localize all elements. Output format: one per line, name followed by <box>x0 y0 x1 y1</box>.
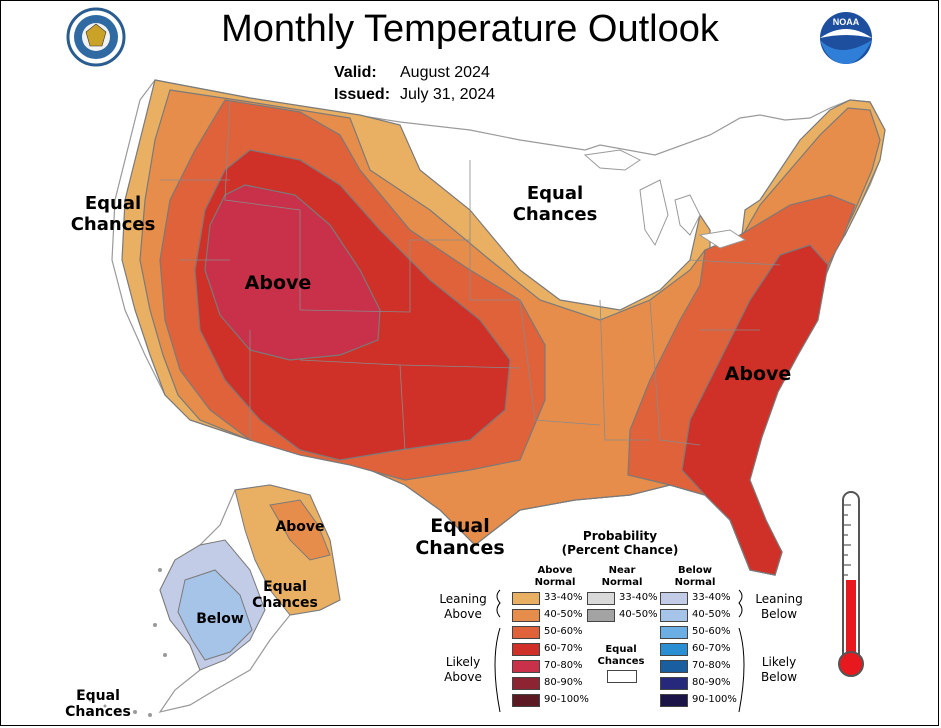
legend-above-swatch <box>512 643 540 656</box>
legend-equal-chances-label: Equal Chances <box>597 644 645 667</box>
legend-col-near: Near Normal <box>601 565 643 588</box>
legend-below-swatch <box>660 643 688 656</box>
legend-below-label: 40-50% <box>692 609 731 620</box>
page-title: Monthly Temperature Outlook <box>221 8 719 50</box>
issued-label: Issued: <box>334 86 391 103</box>
label-alaska-above: Above <box>275 519 325 535</box>
legend-below-swatch <box>660 660 688 673</box>
aleutian-islands <box>88 568 167 717</box>
legend-above-swatch <box>512 677 540 690</box>
legend-above-swatch <box>512 592 540 605</box>
legend-below-swatch <box>660 677 688 690</box>
great-lakes <box>583 149 747 249</box>
issued-line: Issued: July 31, 2024 <box>334 86 495 104</box>
legend-title: Probability (Percent Chance) <box>561 529 679 557</box>
label-north-equal-chances: Equal Chances <box>512 183 598 225</box>
legend-near-label: 40-50% <box>619 609 658 620</box>
legend-near-swatch <box>587 609 615 622</box>
valid-label: Valid: <box>334 64 377 81</box>
legend-col-above: Above Normal <box>534 565 576 588</box>
legend-above-swatch <box>512 609 540 622</box>
legend-below-label: 33-40% <box>692 592 731 603</box>
label-alaska-equal-chances: Equal Chances <box>252 579 318 612</box>
legend-likely-above: Likely Above <box>444 655 482 684</box>
label-west-above: Above <box>244 272 312 294</box>
legend-below-swatch <box>660 592 688 605</box>
legend-below-label: 70-80% <box>692 660 731 671</box>
label-gulf-equal-chances: Equal Chances <box>415 515 505 559</box>
legend-below-label: 90-100% <box>692 694 737 705</box>
noaa-logo-icon: NOAA <box>818 10 874 66</box>
legend-brackets <box>494 589 745 713</box>
legend-above-label: 33-40% <box>544 592 583 603</box>
valid-value: August 2024 <box>400 64 490 81</box>
legend-below-label: 60-70% <box>692 643 731 654</box>
west-70-80 <box>204 184 381 361</box>
legend-leaning-above: Leaning Above <box>439 592 487 621</box>
legend-above-label: 70-80% <box>544 660 583 671</box>
alaska-40-50 <box>269 499 331 561</box>
legend-above-swatch <box>512 660 540 673</box>
issued-value: July 31, 2024 <box>400 86 496 103</box>
alaska-below-40-50 <box>177 569 253 661</box>
svg-text:NOAA: NOAA <box>833 17 860 27</box>
legend-above-label: 50-60% <box>544 626 583 637</box>
alaska-33-40 <box>234 484 341 616</box>
east-60-70 <box>681 244 829 576</box>
legend-leaning-below: Leaning Below <box>755 592 803 621</box>
legend-above-swatch <box>512 694 540 707</box>
seal-icon <box>66 7 126 67</box>
label-west-equal-chances: Equal Chances <box>70 193 156 235</box>
state-lines <box>160 99 781 451</box>
legend-above-label: 60-70% <box>544 643 583 654</box>
legend-above-label: 90-100% <box>544 694 589 705</box>
legend-near-swatch <box>587 592 615 605</box>
legend-above-swatch <box>512 626 540 639</box>
label-alaska-below: Below <box>196 611 244 627</box>
label-alaska-sw-equal-chances: Equal Chances <box>65 688 131 721</box>
legend-below-swatch <box>660 609 688 622</box>
legend-above-label: 40-50% <box>544 609 583 620</box>
legend-equal-chances-swatch <box>607 670 637 683</box>
legend-near-label: 33-40% <box>619 592 658 603</box>
thermometer-icon <box>838 491 864 677</box>
legend-below-swatch <box>660 626 688 639</box>
legend-below-label: 80-90% <box>692 677 731 688</box>
legend-likely-below: Likely Below <box>760 655 798 684</box>
legend-col-below: Below Normal <box>674 565 716 588</box>
legend-below-label: 50-60% <box>692 626 731 637</box>
legend-below-swatch <box>660 694 688 707</box>
label-east-above: Above <box>724 363 792 385</box>
legend-above-label: 80-90% <box>544 677 583 688</box>
valid-line: Valid: August 2024 <box>334 64 490 82</box>
